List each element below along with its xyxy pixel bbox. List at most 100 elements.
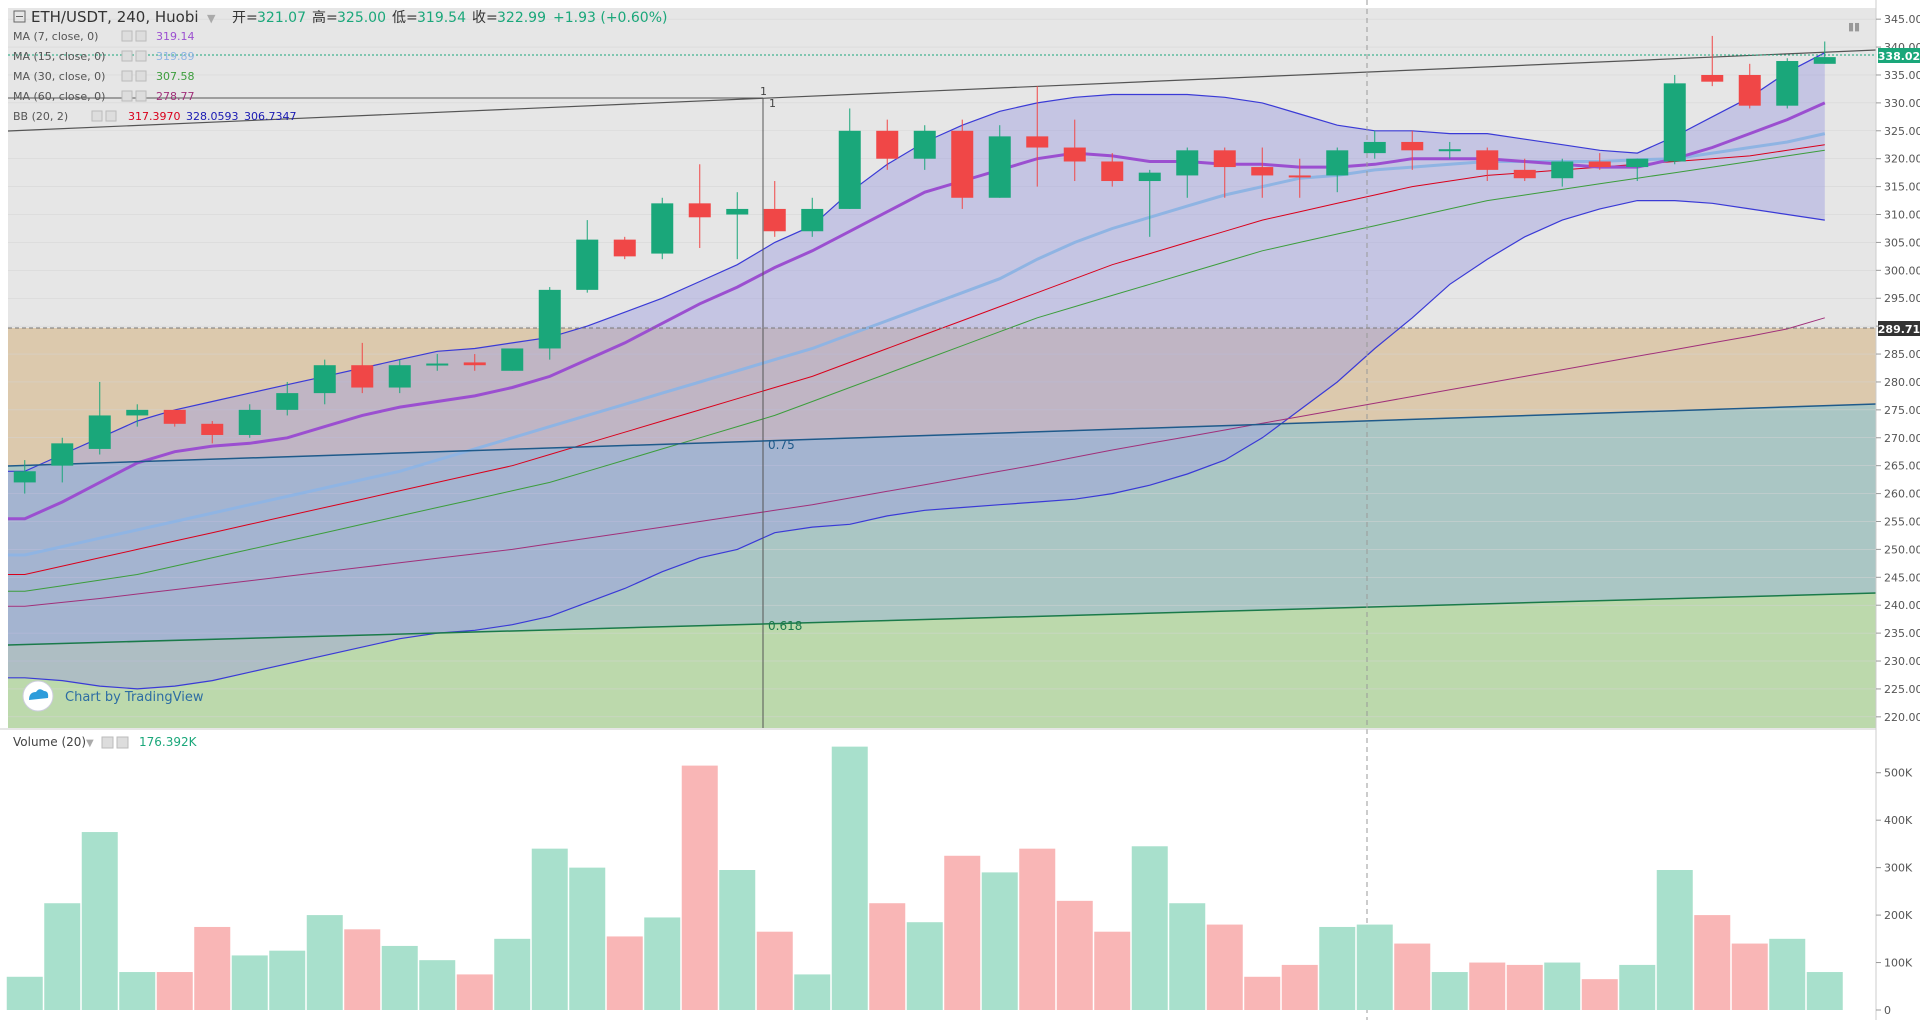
indicator-settings-icon[interactable] bbox=[121, 90, 133, 102]
fib-level-075-line[interactable] bbox=[7, 403, 1877, 467]
candle-body[interactable] bbox=[576, 239, 599, 290]
candle-body[interactable] bbox=[1738, 74, 1761, 106]
indicator-settings-icon[interactable] bbox=[121, 30, 133, 42]
indicator-settings-icon[interactable] bbox=[121, 50, 133, 62]
candle-body[interactable] bbox=[688, 203, 711, 218]
volume-bar[interactable] bbox=[569, 867, 606, 1010]
volume-bar[interactable] bbox=[1694, 915, 1731, 1010]
candle-body[interactable] bbox=[1176, 150, 1199, 176]
candle-body[interactable] bbox=[838, 130, 861, 209]
pane-controls-icon[interactable]: ▮▮ bbox=[1848, 20, 1860, 33]
volume-bar[interactable] bbox=[1131, 846, 1168, 1010]
candle-body[interactable] bbox=[1251, 167, 1274, 176]
volume-bar[interactable] bbox=[81, 832, 118, 1010]
candle-body[interactable] bbox=[1401, 141, 1424, 151]
indicator-close-icon[interactable] bbox=[135, 30, 147, 42]
volume-dropdown-icon[interactable]: ▼ bbox=[86, 738, 94, 749]
candle-body[interactable] bbox=[313, 365, 336, 394]
collapse-icon[interactable] bbox=[13, 10, 26, 23]
volume-bar[interactable] bbox=[869, 903, 906, 1010]
candle-body[interactable] bbox=[1213, 150, 1236, 168]
candle-body[interactable] bbox=[1551, 161, 1574, 179]
candle-body[interactable] bbox=[1513, 169, 1536, 179]
volume-bar[interactable] bbox=[1206, 924, 1243, 1010]
volume-bar[interactable] bbox=[906, 922, 943, 1010]
fib-level-0618-line[interactable] bbox=[7, 592, 1877, 646]
candle-body[interactable] bbox=[1663, 83, 1686, 162]
volume-bar[interactable] bbox=[344, 929, 381, 1010]
volume-bar[interactable] bbox=[606, 936, 643, 1010]
volume-bar[interactable] bbox=[156, 972, 193, 1010]
candle-body[interactable] bbox=[726, 208, 749, 215]
candle-body[interactable] bbox=[426, 363, 449, 366]
bb-close-icon[interactable] bbox=[105, 110, 117, 122]
volume-bar[interactable] bbox=[531, 848, 568, 1010]
volume-bar[interactable] bbox=[1394, 943, 1431, 1010]
volume-bar[interactable] bbox=[644, 917, 681, 1010]
candle-body[interactable] bbox=[1626, 158, 1649, 168]
volume-bar[interactable] bbox=[756, 931, 793, 1010]
candle-body[interactable] bbox=[463, 362, 486, 366]
candle-body[interactable] bbox=[1101, 161, 1124, 182]
volume-bar[interactable] bbox=[1544, 962, 1581, 1010]
volume-bar[interactable] bbox=[1656, 870, 1693, 1010]
volume-bar[interactable] bbox=[681, 765, 718, 1010]
symbol-legend[interactable]: ETH/USDT, 240, Huobi ▼ 开= 321.07 高= 325.… bbox=[13, 8, 667, 26]
volume-bar[interactable] bbox=[6, 976, 43, 1010]
volume-bar[interactable] bbox=[1019, 848, 1056, 1010]
candle-body[interactable] bbox=[1813, 57, 1836, 64]
volume-bar[interactable] bbox=[1506, 964, 1543, 1010]
candle-body[interactable] bbox=[801, 208, 824, 232]
trend-line[interactable] bbox=[7, 49, 1877, 132]
indicator-close-icon[interactable] bbox=[135, 50, 147, 62]
tradingview-watermark[interactable]: Chart by TradingView bbox=[22, 680, 204, 712]
candle-body[interactable] bbox=[1288, 175, 1311, 178]
volume-bar[interactable] bbox=[1806, 972, 1843, 1010]
volume-bar[interactable] bbox=[419, 960, 456, 1010]
volume-bar[interactable] bbox=[1319, 926, 1356, 1010]
candle-body[interactable] bbox=[163, 409, 186, 424]
candle-body[interactable] bbox=[988, 136, 1011, 198]
volume-bar[interactable] bbox=[1469, 962, 1506, 1010]
volume-bar[interactable] bbox=[1356, 924, 1393, 1010]
volume-settings-icon[interactable] bbox=[101, 736, 114, 749]
candle-body[interactable] bbox=[276, 393, 299, 410]
candle-body[interactable] bbox=[51, 443, 74, 466]
indicator-settings-icon[interactable] bbox=[121, 70, 133, 82]
volume-bar[interactable] bbox=[194, 926, 231, 1010]
indicator-close-icon[interactable] bbox=[135, 90, 147, 102]
candle-body[interactable] bbox=[1701, 74, 1724, 82]
candle-body[interactable] bbox=[538, 289, 561, 349]
candle-body[interactable] bbox=[1138, 172, 1161, 182]
volume-close-icon[interactable] bbox=[116, 736, 129, 749]
candle-body[interactable] bbox=[126, 409, 149, 416]
indicator-close-icon[interactable] bbox=[135, 70, 147, 82]
volume-bar[interactable] bbox=[1769, 938, 1806, 1010]
symbol-dropdown-icon[interactable]: ▼ bbox=[207, 12, 216, 25]
volume-bar[interactable] bbox=[831, 746, 868, 1010]
volume-bar[interactable] bbox=[719, 870, 756, 1010]
indicator-legend[interactable]: MA (7, close, 0) 319.14 MA (15, close, 0) 3… bbox=[13, 30, 297, 123]
candle-body[interactable] bbox=[913, 130, 936, 159]
candle-body[interactable] bbox=[763, 208, 786, 232]
candle-body[interactable] bbox=[238, 409, 261, 435]
volume-bar[interactable] bbox=[1281, 964, 1318, 1010]
candle-body[interactable] bbox=[1476, 150, 1499, 170]
candle-body[interactable] bbox=[613, 239, 636, 257]
candle-body[interactable] bbox=[388, 365, 411, 388]
volume-bar[interactable] bbox=[119, 972, 156, 1010]
volume-bar[interactable] bbox=[1581, 979, 1618, 1010]
volume-bar[interactable] bbox=[944, 855, 981, 1010]
volume-bar[interactable] bbox=[381, 945, 418, 1010]
candle-body[interactable] bbox=[1026, 136, 1049, 148]
volume-bar[interactable] bbox=[494, 938, 531, 1010]
volume-bar[interactable] bbox=[1431, 972, 1468, 1010]
volume-bar[interactable] bbox=[981, 872, 1018, 1010]
volume-bar[interactable] bbox=[1094, 931, 1131, 1010]
candle-body[interactable] bbox=[501, 348, 524, 371]
candle-body[interactable] bbox=[951, 130, 974, 198]
volume-bar[interactable] bbox=[1619, 964, 1656, 1010]
candle-body[interactable] bbox=[1063, 147, 1086, 162]
volume-bar[interactable] bbox=[1169, 903, 1206, 1010]
